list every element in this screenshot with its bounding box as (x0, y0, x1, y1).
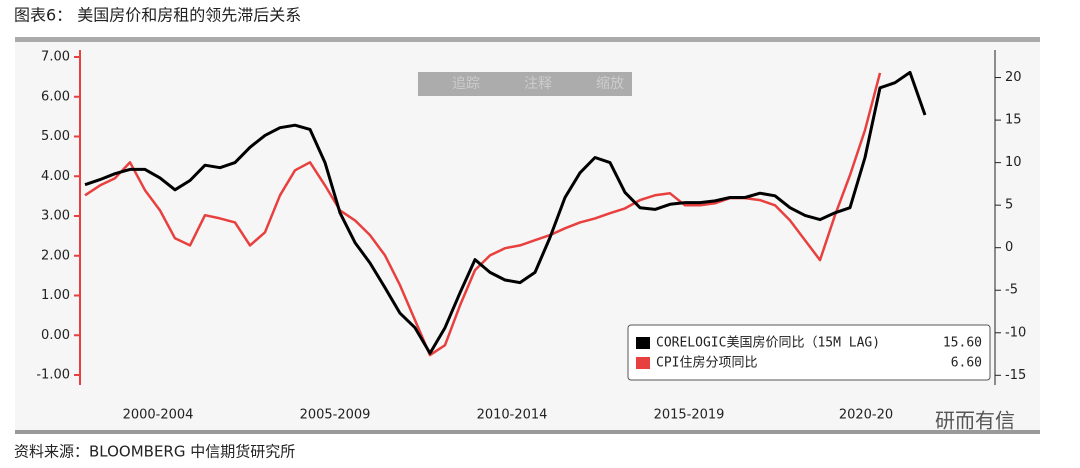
x-tick-label: 2010-2014 (477, 408, 548, 423)
legend-value: 15.60 (943, 336, 982, 351)
y-tick-label: 1.00 (41, 288, 70, 303)
x-tick-label: 2015-2019 (654, 408, 725, 423)
source: 资料来源：BLOOMBERG 中信期货研究所 (14, 443, 295, 461)
y-tick-label: 0.00 (41, 328, 70, 343)
legend-value: 6.60 (951, 356, 982, 371)
y-tick-label: 6.00 (41, 89, 70, 104)
toolbar-button[interactable]: 追踪 (452, 76, 480, 92)
legend-swatch (636, 337, 650, 349)
toolbar (418, 72, 632, 96)
y2-tick-label: -10 (1005, 325, 1026, 340)
x-tick-label: 2020-20 (839, 408, 893, 423)
watermark: 研而有信 (935, 409, 1015, 433)
y-tick-label: 7.00 (41, 50, 70, 65)
y2-tick-label: 15 (1005, 113, 1022, 128)
y2-tick-label: 5 (1005, 198, 1013, 213)
y2-tick-label: 20 (1005, 70, 1022, 85)
y2-tick-label: 10 (1005, 155, 1022, 170)
y2-tick-label: -15 (1005, 368, 1026, 383)
toolbar-button[interactable]: 注释 (524, 76, 552, 92)
y-tick-label: 3.00 (41, 209, 70, 224)
y-tick-label: 2.00 (41, 248, 70, 263)
x-tick-label: 2000-2004 (123, 408, 194, 423)
y-tick-label: 4.00 (41, 169, 70, 184)
legend-label: CORELOGIC美国房价同比（15M LAG) (656, 335, 880, 351)
legend-label: CPI住房分项同比 (656, 355, 757, 371)
y2-tick-label: 0 (1005, 240, 1013, 255)
legend (627, 324, 991, 381)
y2-tick-label: -5 (1005, 283, 1018, 298)
y-tick-label: -1.00 (36, 368, 70, 383)
chart-title: 图表6： 美国房价和房租的领先滞后关系 (14, 6, 301, 25)
top-bar (15, 37, 1040, 42)
y-tick-label: 5.00 (41, 129, 70, 144)
series-line (84, 70, 927, 355)
toolbar-button[interactable]: 缩放 (596, 76, 624, 92)
x-tick-label: 2005-2009 (300, 408, 371, 423)
legend-swatch (636, 357, 650, 369)
bottom-bar (15, 430, 1040, 434)
series-line (84, 72, 882, 357)
